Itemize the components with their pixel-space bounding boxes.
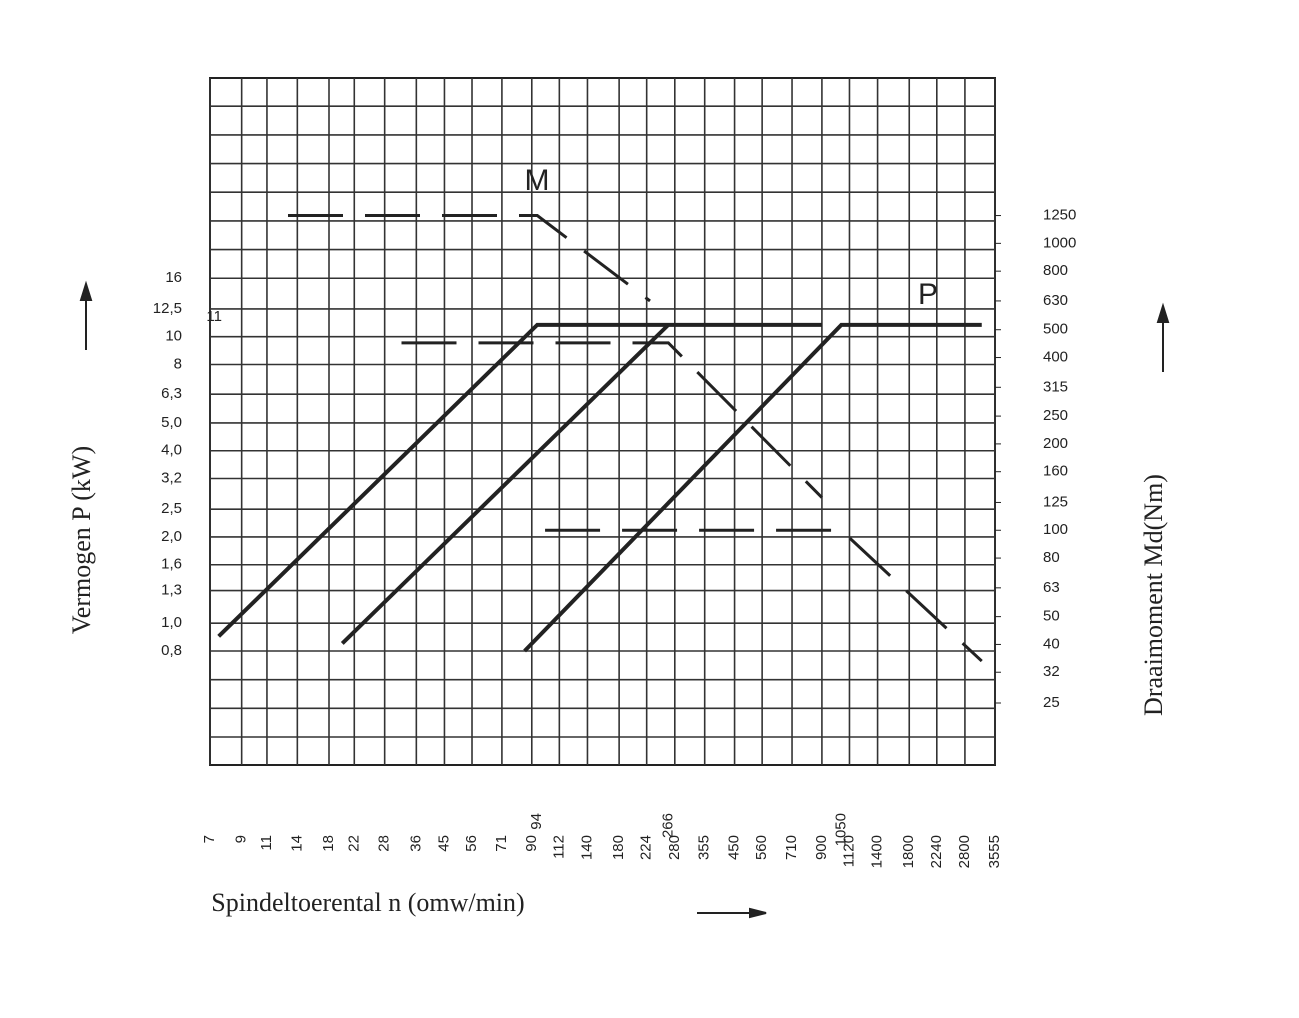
- y-tick-label: 2,0: [161, 528, 182, 545]
- y-axis-label: Vermogen P (kW): [67, 446, 96, 634]
- torque-line: [545, 528, 983, 663]
- y-tick-label: 0,8: [161, 642, 182, 659]
- x-mark-label: 1050: [832, 813, 849, 846]
- x-tick-label: 1120: [840, 835, 857, 867]
- y2-tick-label: 63: [1043, 579, 1060, 596]
- x-tick-label: 900: [813, 835, 830, 860]
- arrow-head: [749, 907, 767, 919]
- y2-tick-label: 50: [1043, 608, 1060, 625]
- y-tick-label: 10: [165, 328, 182, 345]
- x-tick-label: 11: [258, 835, 275, 851]
- x-tick-label: 18: [320, 835, 337, 852]
- y-tick-label: 8: [174, 355, 182, 372]
- x-tick-label: 71: [493, 835, 510, 852]
- y-tick-label: 6,3: [161, 385, 182, 402]
- y2-tick-label: 40: [1043, 635, 1060, 652]
- y-tick-label: 4,0: [161, 442, 182, 459]
- x-tick-label: 280: [666, 835, 683, 860]
- x-tick-label: 36: [407, 835, 424, 852]
- y2-tick-label: 500: [1043, 321, 1068, 338]
- y-tick-label: 16: [165, 269, 182, 286]
- x-tick-label: 14: [288, 835, 305, 852]
- y-tick-label: 3,2: [161, 469, 182, 486]
- x-tick-label: 56: [463, 835, 480, 852]
- y-mark-label: 11: [206, 308, 222, 325]
- x-tick-label: 560: [753, 835, 770, 860]
- y-tick-label: 1,3: [161, 582, 182, 599]
- power-line: [523, 322, 982, 653]
- x-tick-label: 9: [233, 835, 250, 843]
- x-tick-label: 3555: [986, 835, 1003, 868]
- y2-tick-label: 32: [1043, 663, 1060, 680]
- y2-tick-label: 25: [1043, 694, 1060, 711]
- y2-tick-label: 200: [1043, 435, 1068, 452]
- power-line: [217, 322, 822, 638]
- y-tick-label: 5,0: [161, 414, 182, 431]
- x-tick-label: 224: [638, 835, 655, 860]
- y-tick-label: 2,5: [161, 500, 182, 517]
- x-tick-label: 1400: [869, 835, 886, 868]
- x-tick-label: 355: [696, 835, 713, 860]
- y-tick-label: 12,5: [153, 300, 182, 317]
- torque-line: [287, 214, 651, 303]
- y2-tick-label: 100: [1043, 521, 1068, 538]
- x-tick-label: 2800: [956, 835, 973, 868]
- y2-tick-label: 125: [1043, 493, 1068, 510]
- y2-tick-label: 1000: [1043, 234, 1076, 251]
- arrows: [79, 280, 1170, 919]
- arrow-head: [1156, 302, 1170, 323]
- x-axis-label: Spindeltoerental n (omw/min): [211, 888, 524, 917]
- y2-tick-label: 400: [1043, 348, 1068, 365]
- y2-tick-label: 1250: [1043, 207, 1076, 224]
- x-tick-label: 450: [726, 835, 743, 860]
- x-tick-label: 7: [201, 835, 218, 843]
- y2-tick-label: 160: [1043, 463, 1068, 480]
- x-tick-label: 140: [578, 835, 595, 860]
- x-tick-label: 180: [610, 835, 627, 860]
- x-tick-label: 22: [345, 835, 362, 852]
- annotation: M: [525, 164, 550, 197]
- y2-tick-label: 630: [1043, 292, 1068, 309]
- y2-tick-label: 800: [1043, 262, 1068, 279]
- y2-tick-label: 80: [1043, 549, 1060, 566]
- y-tick-label: 1,0: [161, 614, 182, 631]
- x-mark-label: 94: [528, 813, 545, 830]
- y2-tick-label: 250: [1043, 407, 1068, 424]
- y-tick-label: 1,6: [161, 556, 182, 573]
- torque-line: [401, 341, 823, 499]
- arrow-head: [79, 280, 93, 301]
- x-tick-label: 45: [435, 835, 452, 852]
- x-tick-label: 2240: [928, 835, 945, 868]
- y2-axis-label: Draaimoment Md(Nm): [1139, 474, 1168, 716]
- x-tick-label: 28: [376, 835, 393, 852]
- x-tick-label: 1800: [900, 835, 917, 868]
- x-tick-label: 90: [523, 835, 540, 852]
- annotation: P: [918, 278, 938, 311]
- x-tick-label: 710: [783, 835, 800, 860]
- x-mark-label: 266: [659, 813, 676, 838]
- y2-tick-label: 315: [1043, 378, 1068, 395]
- power-line: [340, 323, 670, 645]
- x-tick-label: 112: [550, 835, 567, 859]
